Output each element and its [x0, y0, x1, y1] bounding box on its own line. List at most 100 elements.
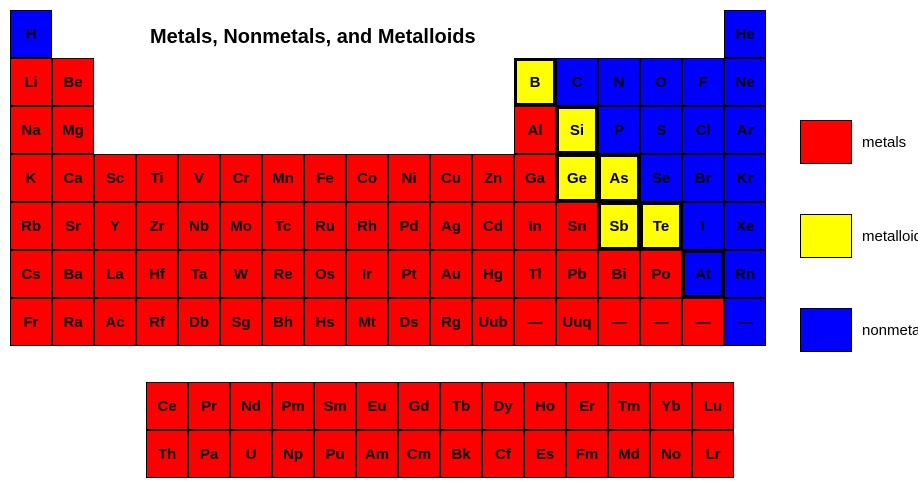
element-cell-—: — — [682, 298, 724, 346]
element-cell-Au: Au — [430, 250, 472, 298]
legend-item-metals: metals — [800, 120, 918, 164]
element-cell-Cf: Cf — [482, 430, 524, 478]
element-cell-P: P — [598, 106, 640, 154]
element-cell-Pb: Pb — [556, 250, 598, 298]
element-cell-Nd: Nd — [230, 382, 272, 430]
element-cell-Pd: Pd — [388, 202, 430, 250]
element-cell-Uuq: Uuq — [556, 298, 598, 346]
element-cell-Zr: Zr — [136, 202, 178, 250]
element-cell-Rh: Rh — [346, 202, 388, 250]
periodic-table-diagram: Metals, Nonmetals, and Metalloids HHeLiB… — [10, 10, 908, 346]
element-cell-—: — — [640, 298, 682, 346]
element-cell-Te: Te — [640, 202, 682, 250]
element-cell-Md: Md — [608, 430, 650, 478]
element-cell-Fe: Fe — [304, 154, 346, 202]
element-cell-Sg: Sg — [220, 298, 262, 346]
element-cell-Fr: Fr — [10, 298, 52, 346]
element-cell-Cl: Cl — [682, 106, 724, 154]
element-cell-Rf: Rf — [136, 298, 178, 346]
element-cell-Pa: Pa — [188, 430, 230, 478]
element-cell-Ir: Ir — [346, 250, 388, 298]
element-cell-Yb: Yb — [650, 382, 692, 430]
element-cell-Xe: Xe — [724, 202, 766, 250]
element-cell-La: La — [94, 250, 136, 298]
element-cell-Sr: Sr — [52, 202, 94, 250]
element-cell-K: K — [10, 154, 52, 202]
element-cell-Bh: Bh — [262, 298, 304, 346]
element-cell-Eu: Eu — [356, 382, 398, 430]
element-cell-Co: Co — [346, 154, 388, 202]
element-cell-Fm: Fm — [566, 430, 608, 478]
element-cell-Db: Db — [178, 298, 220, 346]
legend-label-metals: metals — [862, 134, 906, 151]
element-cell-Gd: Gd — [398, 382, 440, 430]
element-cell-Nb: Nb — [178, 202, 220, 250]
element-cell-Si: Si — [556, 106, 598, 154]
element-cell-Mt: Mt — [346, 298, 388, 346]
element-cell-Hs: Hs — [304, 298, 346, 346]
element-cell-Ge: Ge — [556, 154, 598, 202]
element-cell-Sc: Sc — [94, 154, 136, 202]
legend-item-nonmetals: nonmetals — [800, 308, 918, 352]
element-cell-Cu: Cu — [430, 154, 472, 202]
element-cell-Bi: Bi — [598, 250, 640, 298]
element-cell-Ds: Ds — [388, 298, 430, 346]
element-cell-Ba: Ba — [52, 250, 94, 298]
element-cell-Ga: Ga — [514, 154, 556, 202]
legend-swatch-metals — [800, 120, 852, 164]
element-cell-Rb: Rb — [10, 202, 52, 250]
element-cell-Ra: Ra — [52, 298, 94, 346]
element-cell-Sm: Sm — [314, 382, 356, 430]
element-cell-At: At — [682, 250, 724, 298]
element-cell-—: — — [514, 298, 556, 346]
element-cell-V: V — [178, 154, 220, 202]
element-cell-H: H — [10, 10, 52, 58]
element-cell-C: C — [556, 58, 598, 106]
element-cell-Mg: Mg — [52, 106, 94, 154]
element-cell-Po: Po — [640, 250, 682, 298]
element-cell-Na: Na — [10, 106, 52, 154]
element-cell-B: B — [514, 58, 556, 106]
element-cell-Hg: Hg — [472, 250, 514, 298]
element-cell-Mo: Mo — [220, 202, 262, 250]
element-cell-Se: Se — [640, 154, 682, 202]
element-cell-Lu: Lu — [692, 382, 734, 430]
element-cell-Bk: Bk — [440, 430, 482, 478]
legend-label-metalloids: metalloids — [862, 228, 918, 245]
element-cell-Be: Be — [52, 58, 94, 106]
element-cell-Pr: Pr — [188, 382, 230, 430]
element-cell-Pm: Pm — [272, 382, 314, 430]
legend: metals metalloids nonmetals — [800, 120, 918, 402]
element-cell-Dy: Dy — [482, 382, 524, 430]
element-cell-I: I — [682, 202, 724, 250]
element-cell-Os: Os — [304, 250, 346, 298]
element-cell-Ca: Ca — [52, 154, 94, 202]
element-cell-Cr: Cr — [220, 154, 262, 202]
element-cell-Li: Li — [10, 58, 52, 106]
element-cell-Ni: Ni — [388, 154, 430, 202]
legend-swatch-nonmetals — [800, 308, 852, 352]
element-cell-Kr: Kr — [724, 154, 766, 202]
element-cell-U: U — [230, 430, 272, 478]
element-cell-Cs: Cs — [10, 250, 52, 298]
element-cell-Tb: Tb — [440, 382, 482, 430]
legend-item-metalloids: metalloids — [800, 214, 918, 258]
element-cell-Ag: Ag — [430, 202, 472, 250]
element-cell-Zn: Zn — [472, 154, 514, 202]
element-cell-Ac: Ac — [94, 298, 136, 346]
element-cell-W: W — [220, 250, 262, 298]
element-cell-Er: Er — [566, 382, 608, 430]
element-cell-Ar: Ar — [724, 106, 766, 154]
element-cell-Br: Br — [682, 154, 724, 202]
element-cell-Ne: Ne — [724, 58, 766, 106]
element-cell-No: No — [650, 430, 692, 478]
element-cell-Y: Y — [94, 202, 136, 250]
element-cell-As: As — [598, 154, 640, 202]
element-cell-Es: Es — [524, 430, 566, 478]
element-cell-Cm: Cm — [398, 430, 440, 478]
element-cell-—: — — [598, 298, 640, 346]
element-cell-—: — — [724, 298, 766, 346]
element-cell-He: He — [724, 10, 766, 58]
element-cell-Hf: Hf — [136, 250, 178, 298]
element-cell-Pu: Pu — [314, 430, 356, 478]
